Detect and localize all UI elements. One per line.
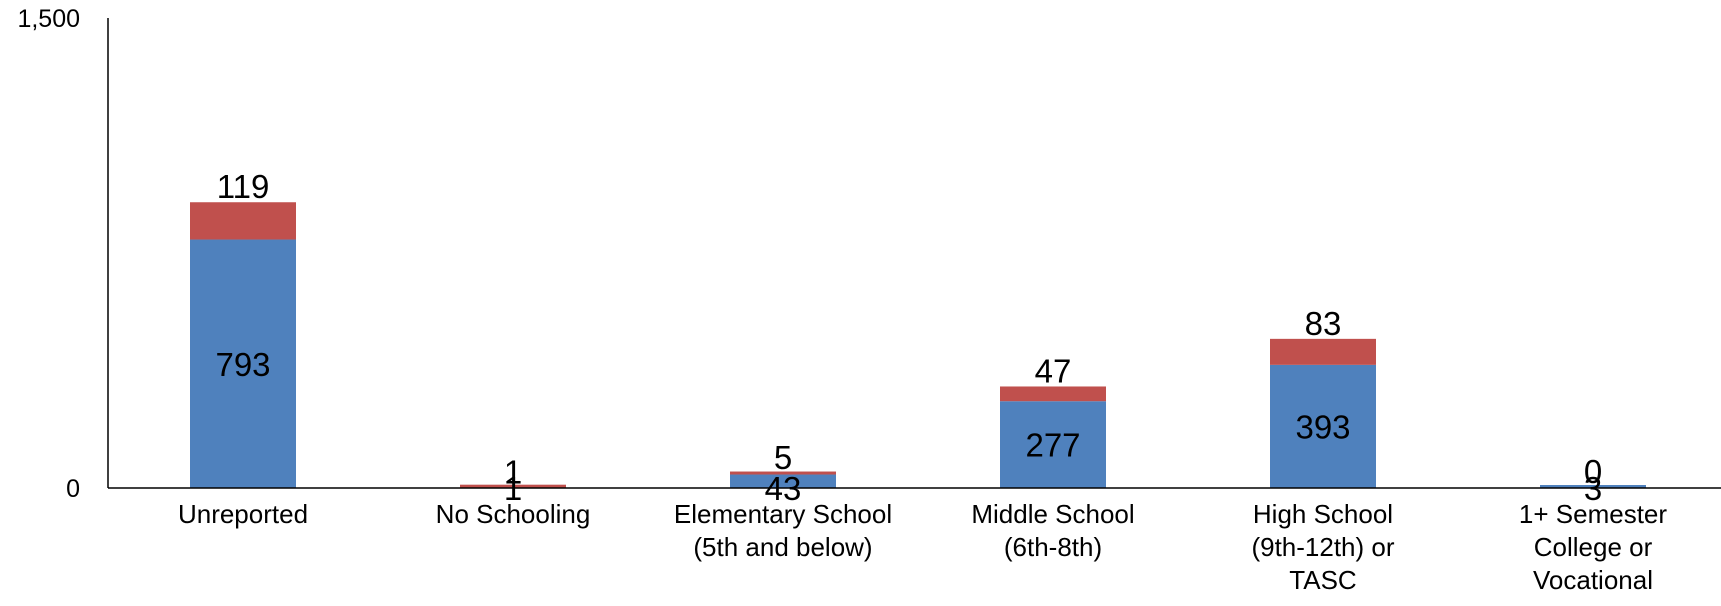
category-label-line: 1+ Semester	[1519, 499, 1667, 529]
bar-segment	[1540, 485, 1646, 488]
data-label: 393	[1295, 408, 1350, 445]
data-label: 83	[1305, 305, 1342, 342]
x-category-labels: Unreported No Schooling Elementary School(…	[178, 499, 1667, 595]
data-label: 0	[1584, 453, 1602, 490]
category-label-line: Middle School	[971, 499, 1134, 529]
category-label: Unreported	[178, 499, 308, 529]
y-tick-label: 0	[66, 475, 80, 503]
category-label-line: High School	[1253, 499, 1393, 529]
bars-group	[190, 202, 1646, 488]
category-label: No Schooling	[436, 499, 591, 529]
y-tick-label: 1,500	[17, 5, 80, 33]
data-label: 1	[504, 453, 522, 490]
bar-segment	[730, 471, 836, 475]
category-label-line: College or	[1534, 532, 1653, 562]
category-label-line: Unreported	[178, 499, 308, 529]
category-label: 1+ Semester College or Vocational	[1519, 499, 1667, 595]
data-label: 119	[217, 168, 270, 205]
category-label-line: Vocational	[1533, 565, 1653, 595]
bar-segment	[1000, 386, 1106, 402]
bar-segment	[190, 202, 296, 240]
category-label: Elementary School (5th and below)	[674, 499, 892, 562]
data-label: 793	[215, 346, 270, 383]
y-tick-labels: 0 1,500	[17, 5, 80, 503]
bar-segment	[1000, 401, 1106, 488]
bar-segment	[1270, 338, 1376, 365]
category-label: High School (9th-12th) or TASC	[1251, 499, 1394, 595]
category-label: Middle School (6th-8th)	[971, 499, 1134, 562]
category-label-line: Elementary School	[674, 499, 892, 529]
category-label-line: No Schooling	[436, 499, 591, 529]
category-label-line: (6th-8th)	[1004, 532, 1102, 562]
data-label: 277	[1025, 427, 1080, 464]
bar-segment	[190, 239, 296, 488]
data-label: 5	[774, 439, 792, 476]
category-label-line: (5th and below)	[693, 532, 872, 562]
bar-segment	[460, 484, 566, 488]
category-label-line: (9th-12th) or	[1251, 532, 1394, 562]
category-label-line: TASC	[1289, 565, 1356, 595]
data-label: 47	[1035, 352, 1072, 389]
bar-segment	[730, 474, 836, 488]
bar-segment	[1270, 364, 1376, 488]
